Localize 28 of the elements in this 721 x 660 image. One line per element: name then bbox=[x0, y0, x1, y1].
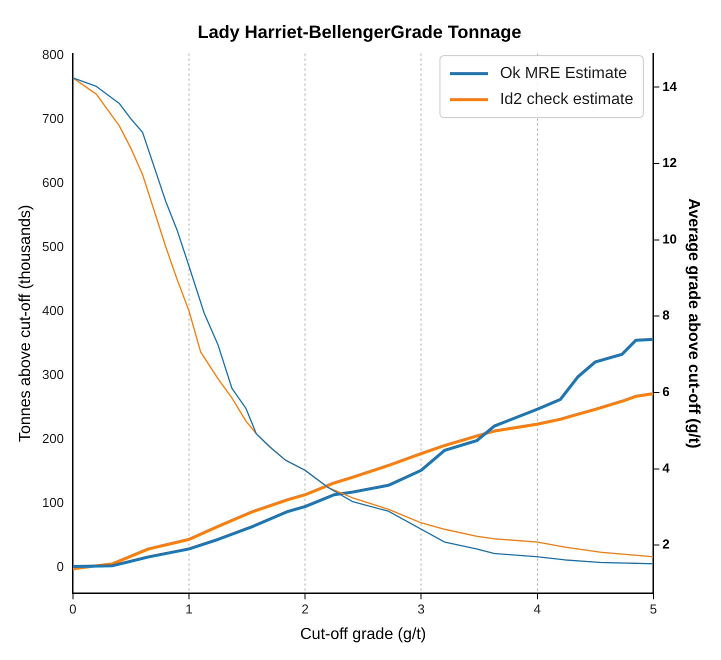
y2-tick-label: 14 bbox=[662, 78, 678, 94]
legend-label: Ok MRE Estimate bbox=[500, 65, 628, 82]
y2-axis-title: Average grade above cut-off (g/t) bbox=[684, 198, 702, 448]
y2-tick-label: 10 bbox=[662, 231, 677, 246]
y-tick-label: 400 bbox=[42, 303, 64, 318]
y2-tick-label: 4 bbox=[662, 460, 670, 476]
y-tick-label: 800 bbox=[42, 47, 64, 62]
y2-tick-label: 12 bbox=[662, 155, 677, 170]
x-tick-label: 4 bbox=[534, 602, 541, 617]
y2-tick-label: 6 bbox=[662, 384, 670, 400]
y-tick-label: 700 bbox=[42, 111, 64, 126]
x-tick-label: 2 bbox=[301, 602, 309, 617]
y-tick-label: 300 bbox=[42, 367, 64, 382]
y-tick-label: 200 bbox=[42, 431, 64, 446]
y-axis-title: Tonnes above cut-off (thousands) bbox=[17, 204, 34, 442]
x-tick-label: 1 bbox=[185, 602, 193, 617]
legend-label: Id2 check estimate bbox=[500, 91, 634, 108]
y-tick-label: 100 bbox=[42, 495, 64, 510]
y2-tick-label: 2 bbox=[662, 536, 670, 552]
x-axis-title: Cut-off grade (g/t) bbox=[300, 626, 426, 643]
y-tick-label: 600 bbox=[42, 175, 64, 190]
chart-title: Lady Harriet-BellengerGrade Tonnage bbox=[198, 22, 522, 42]
x-tick-label: 0 bbox=[69, 602, 77, 617]
x-tick-label: 3 bbox=[418, 602, 425, 617]
y2-tick-label: 8 bbox=[662, 308, 670, 323]
y-tick-label: 500 bbox=[42, 239, 64, 254]
y-tick-label: 0 bbox=[56, 559, 64, 574]
x-tick-label: 5 bbox=[650, 602, 657, 617]
